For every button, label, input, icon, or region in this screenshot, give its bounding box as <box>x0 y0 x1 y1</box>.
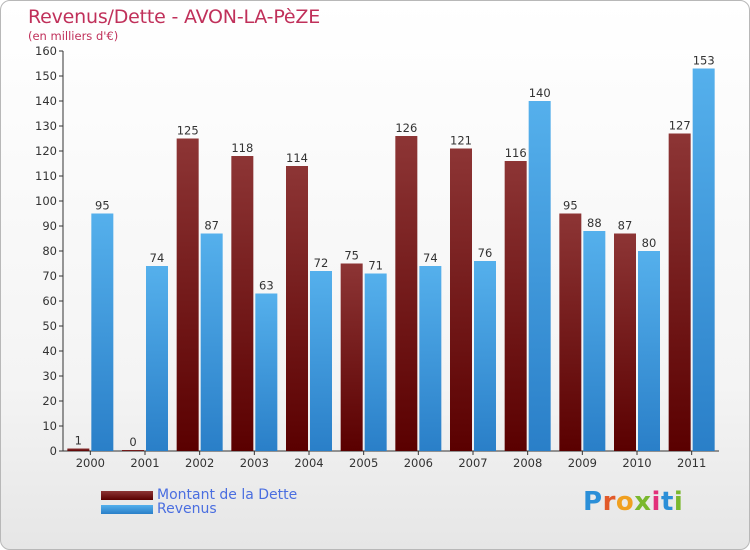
bar-revenus <box>419 266 442 451</box>
logo-letter: o <box>615 487 635 517</box>
y-tick-label: 120 <box>35 144 57 158</box>
y-tick-label: 10 <box>42 419 57 433</box>
bar-revenus <box>638 251 660 451</box>
chart-subtitle: (en milliers d'€) <box>28 29 119 43</box>
legend-item-dette: Montant de la Dette <box>101 487 298 503</box>
data-label-dette: 1 <box>75 434 82 448</box>
y-tick-label: 150 <box>35 69 57 83</box>
bar-revenus <box>474 261 496 451</box>
y-tick-label: 90 <box>42 219 57 233</box>
bar-dette <box>559 213 582 451</box>
x-tick-label: 2010 <box>622 456 651 470</box>
x-tick-label: 2001 <box>130 456 159 470</box>
y-tick-label: 20 <box>42 394 57 408</box>
y-tick-label: 50 <box>42 319 57 333</box>
data-label-revenus: 87 <box>204 219 219 233</box>
data-label-dette: 126 <box>395 121 417 135</box>
legend-item-revenus: Revenus <box>101 501 297 517</box>
x-tick-label: 2004 <box>294 456 323 470</box>
logo-letter: P <box>583 487 603 517</box>
bar-dette <box>67 448 90 451</box>
y-tick-label: 110 <box>35 169 57 183</box>
data-label-dette: 87 <box>618 219 633 233</box>
logo-letter: t <box>660 487 674 517</box>
data-label-dette: 127 <box>669 119 691 133</box>
y-tick-label: 40 <box>42 344 57 358</box>
proxiti-logo: Proxiti <box>583 487 683 517</box>
logo-letter: i <box>651 487 661 517</box>
bar-dette <box>176 138 199 451</box>
y-tick-label: 80 <box>42 244 57 258</box>
x-tick-label: 2003 <box>240 456 269 470</box>
y-tick-label: 70 <box>42 269 57 283</box>
bar-dette <box>504 161 527 451</box>
bar-revenus <box>583 231 606 451</box>
bar-dette <box>395 136 418 451</box>
data-label-revenus: 76 <box>478 246 493 260</box>
bar-dette <box>614 233 636 451</box>
legend-label-revenus: Revenus <box>157 501 217 517</box>
y-tick-label: 100 <box>35 194 57 208</box>
legend-label-dette: Montant de la Dette <box>157 487 298 503</box>
x-tick-label: 2000 <box>76 456 105 470</box>
data-label-revenus: 71 <box>368 259 383 273</box>
bar-dette <box>340 263 363 451</box>
data-label-revenus: 74 <box>423 251 438 265</box>
data-label-revenus: 72 <box>314 256 329 270</box>
x-tick-label: 2006 <box>404 456 433 470</box>
chart-title: Revenus/Dette - AVON-LA-PèZE <box>28 6 321 28</box>
x-tick-label: 2007 <box>458 456 487 470</box>
bar-revenus <box>200 233 223 451</box>
x-tick-label: 2002 <box>185 456 214 470</box>
y-tick-label: 130 <box>35 119 57 133</box>
logo-letter: x <box>634 487 652 517</box>
data-label-revenus: 153 <box>693 54 715 68</box>
data-label-revenus: 88 <box>587 216 602 230</box>
bar-revenus <box>364 273 387 451</box>
bar-dette <box>286 166 308 451</box>
y-tick-label: 140 <box>35 94 57 108</box>
x-tick-label: 2011 <box>677 456 706 470</box>
legend-swatch-revenus <box>101 504 153 514</box>
x-tick-label: 2009 <box>568 456 597 470</box>
bar-revenus <box>91 213 114 451</box>
data-label-revenus: 140 <box>529 86 551 100</box>
data-label-revenus: 63 <box>259 279 274 293</box>
data-label-dette: 125 <box>177 124 199 138</box>
data-label-revenus: 80 <box>642 236 657 250</box>
x-tick-label: 2005 <box>349 456 378 470</box>
logo-letter: i <box>673 487 684 517</box>
bar-revenus <box>146 266 168 451</box>
bar-dette <box>450 148 472 451</box>
data-label-dette: 116 <box>505 146 527 160</box>
data-label-dette: 114 <box>286 151 308 165</box>
data-label-dette: 75 <box>344 249 359 263</box>
bar-dette <box>668 133 691 451</box>
legend-swatch-dette <box>101 490 153 500</box>
bar-revenus <box>255 293 278 451</box>
bar-dette <box>122 450 144 451</box>
bar-dette <box>231 156 254 451</box>
data-label-dette: 121 <box>450 134 472 148</box>
x-tick-label: 2008 <box>513 456 542 470</box>
data-label-revenus: 95 <box>95 199 110 213</box>
chart-legend: Montant de la Dette Revenus <box>101 487 298 517</box>
bar-revenus <box>692 68 715 451</box>
data-label-dette: 0 <box>129 435 136 449</box>
data-label-dette: 95 <box>563 199 578 213</box>
y-tick-label: 160 <box>35 44 57 58</box>
bar-revenus <box>310 271 332 451</box>
data-label-revenus: 74 <box>150 251 165 265</box>
data-label-dette: 118 <box>231 141 253 155</box>
y-tick-label: 60 <box>42 294 57 308</box>
y-tick-label: 0 <box>50 444 57 458</box>
bar-revenus <box>528 101 551 451</box>
logo-letter: r <box>602 487 616 517</box>
y-tick-label: 30 <box>42 369 57 383</box>
